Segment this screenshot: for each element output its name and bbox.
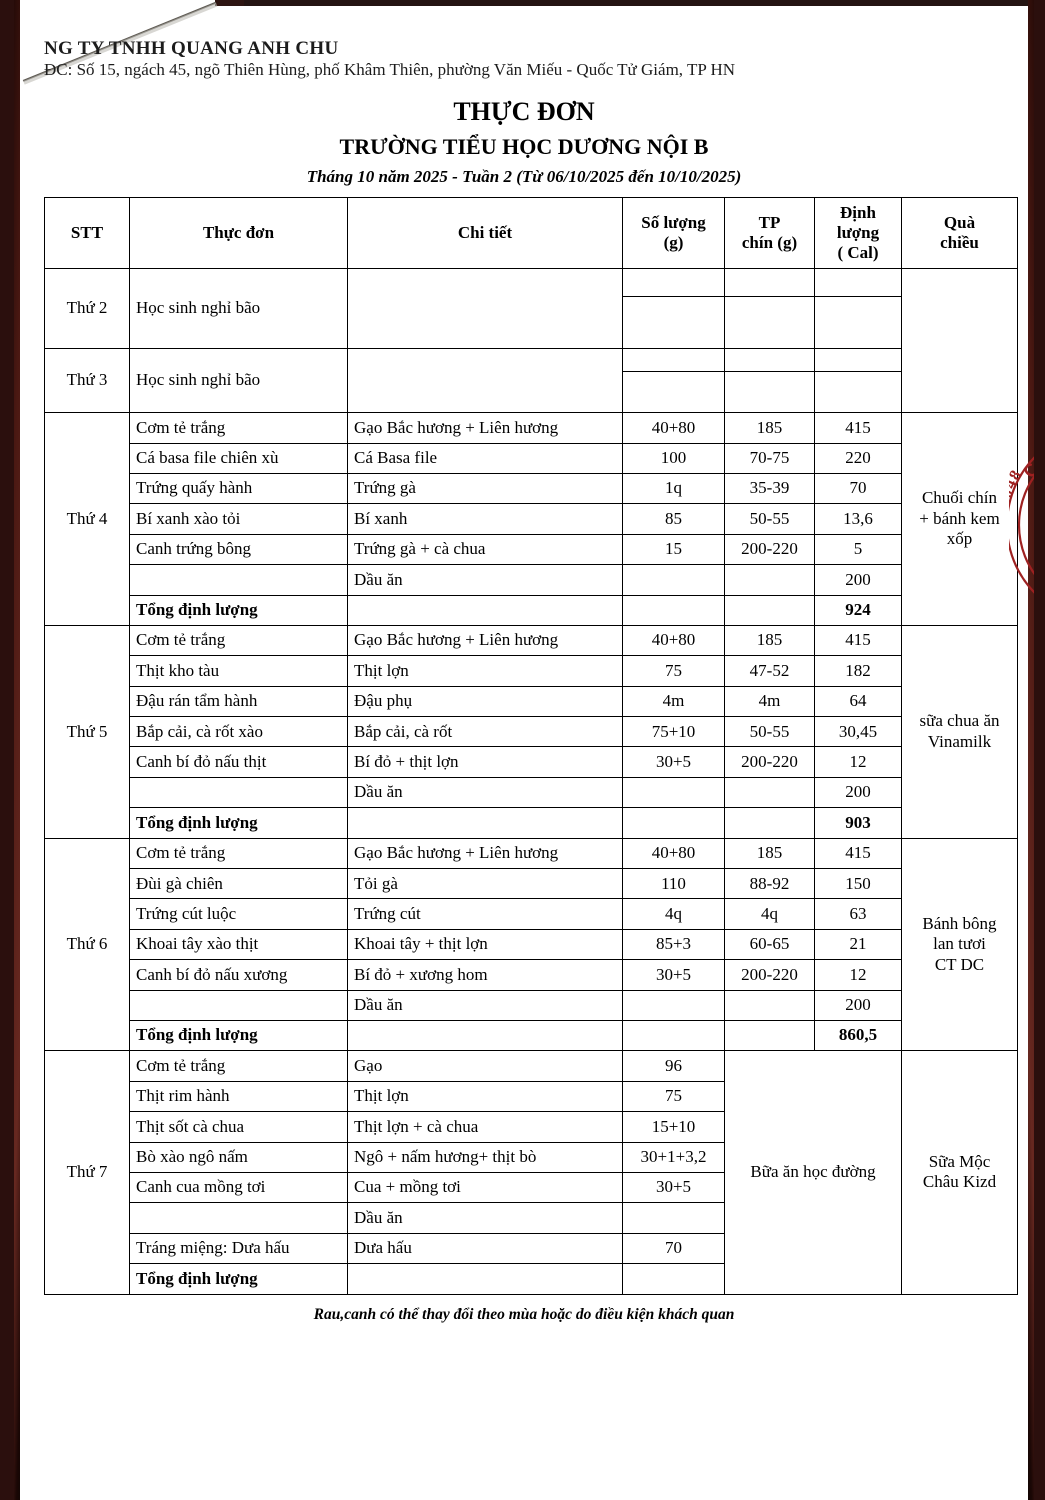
svg-text:.01048: .01048: [1009, 466, 1026, 523]
